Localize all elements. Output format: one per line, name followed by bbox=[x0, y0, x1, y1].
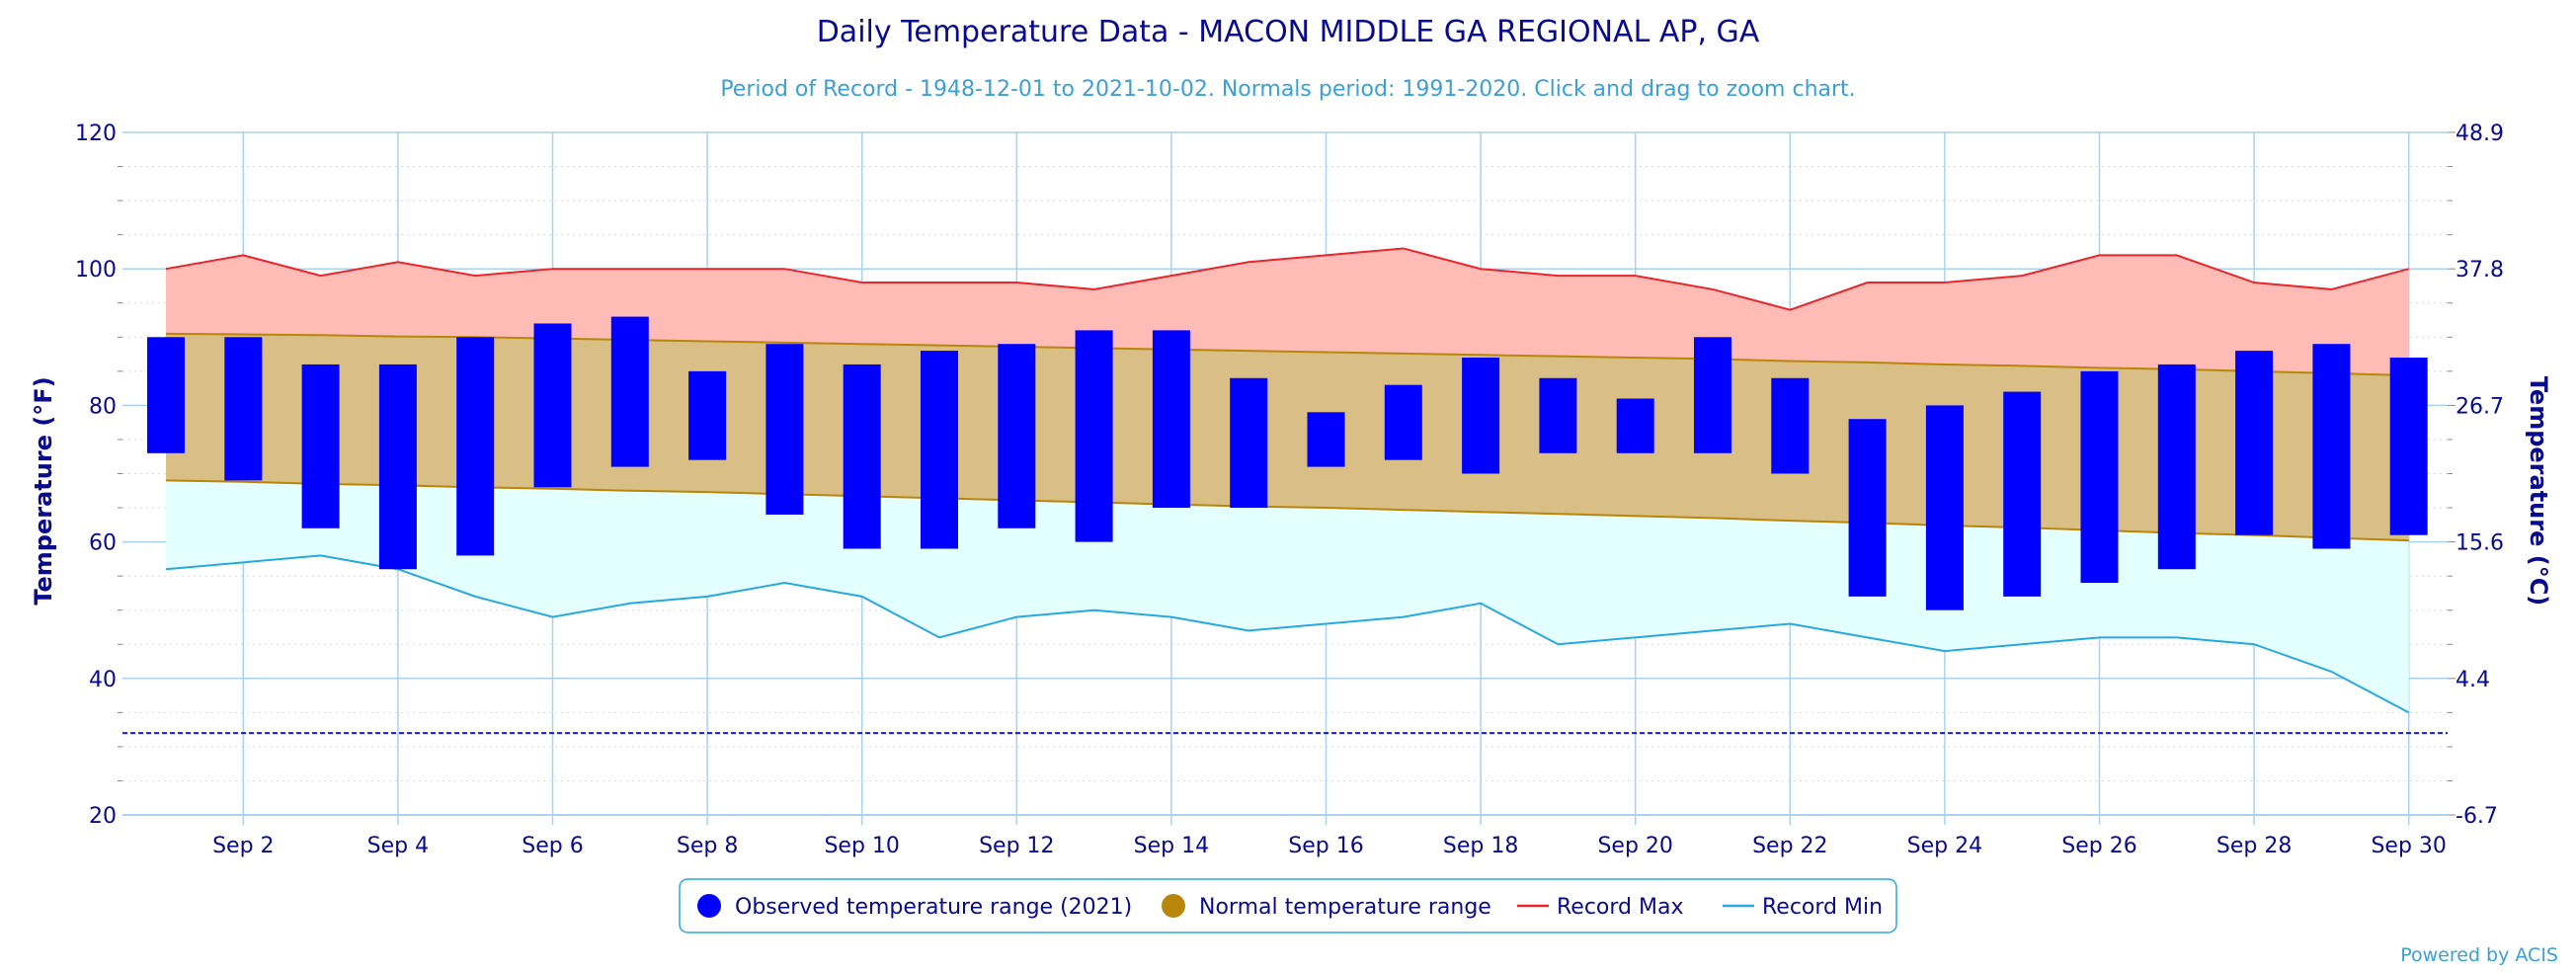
observed-bar-sep-12[interactable] bbox=[998, 344, 1036, 528]
observed-bar-sep-24[interactable] bbox=[1925, 405, 1964, 610]
y-tick-label-right: 15.6 bbox=[2455, 531, 2504, 556]
x-tick-label: Sep 8 bbox=[677, 834, 738, 858]
observed-bar-sep-27[interactable] bbox=[2157, 364, 2196, 570]
x-tick-label: Sep 30 bbox=[2371, 834, 2446, 858]
legend-item[interactable]: Observed temperature range (2021) bbox=[697, 894, 1132, 920]
x-tick-label: Sep 18 bbox=[1443, 834, 1518, 858]
y-tick-label-right: 26.7 bbox=[2455, 394, 2504, 419]
observed-bar-sep-20[interactable] bbox=[1616, 398, 1654, 453]
observed-bar-sep-9[interactable] bbox=[765, 344, 804, 515]
y-tick-label: 100 bbox=[75, 258, 117, 283]
record-min-band bbox=[166, 480, 2409, 713]
observed-bar-sep-26[interactable] bbox=[2080, 370, 2119, 584]
x-tick-label: Sep 24 bbox=[1907, 834, 1982, 858]
x-tick-label: Sep 16 bbox=[1288, 834, 1363, 858]
observed-bar-sep-1[interactable] bbox=[147, 337, 185, 453]
observed-bar-sep-28[interactable] bbox=[2235, 351, 2274, 535]
y-axis-right-label: Temperature (°C) bbox=[2525, 376, 2552, 607]
normal-range-band bbox=[166, 333, 2409, 541]
x-tick-label: Sep 4 bbox=[367, 834, 429, 858]
record-max-band bbox=[166, 248, 2409, 375]
y-tick-label-right: 4.4 bbox=[2455, 668, 2490, 692]
observed-bar-sep-10[interactable] bbox=[843, 364, 881, 549]
y-tick-label-right: 37.8 bbox=[2455, 258, 2504, 283]
x-tick-label: Sep 22 bbox=[1752, 834, 1827, 858]
x-tick-label: Sep 6 bbox=[522, 834, 583, 858]
observed-bar-sep-13[interactable] bbox=[1075, 330, 1113, 542]
chart-subtitle: Period of Record - 1948-12-01 to 2021-10… bbox=[720, 77, 1855, 102]
legend-item[interactable]: Record Max bbox=[1517, 895, 1684, 920]
y-tick-label-right: -6.7 bbox=[2455, 804, 2498, 829]
y-tick-label: 40 bbox=[89, 668, 117, 692]
legend-marker bbox=[697, 894, 721, 918]
observed-bar-sep-3[interactable] bbox=[301, 364, 340, 528]
y-tick-label: 80 bbox=[89, 394, 117, 419]
observed-bar-sep-6[interactable] bbox=[533, 323, 572, 488]
y-tick-label: 60 bbox=[89, 531, 117, 556]
observed-bar-sep-30[interactable] bbox=[2389, 358, 2428, 535]
observed-bar-sep-25[interactable] bbox=[2003, 391, 2042, 597]
legend-item[interactable]: Record Min bbox=[1723, 895, 1883, 920]
area-layer bbox=[166, 248, 2409, 713]
x-tick-label: Sep 12 bbox=[979, 834, 1054, 858]
x-tick-label: Sep 14 bbox=[1134, 834, 1209, 858]
observed-bar-sep-22[interactable] bbox=[1771, 377, 1810, 474]
legend-label: Record Min bbox=[1762, 895, 1883, 920]
bar-layer bbox=[147, 316, 2428, 610]
observed-bar-sep-23[interactable] bbox=[1848, 419, 1887, 597]
observed-bar-sep-19[interactable] bbox=[1539, 377, 1577, 453]
observed-bar-sep-21[interactable] bbox=[1694, 337, 1731, 453]
legend-marker bbox=[1162, 894, 1185, 918]
chart-title: Daily Temperature Data - MACON MIDDLE GA… bbox=[817, 15, 1760, 49]
legend-box bbox=[679, 878, 1897, 933]
observed-bar-sep-11[interactable] bbox=[921, 351, 958, 549]
y-tick-label: 120 bbox=[75, 122, 117, 146]
y-tick-label-right: 48.9 bbox=[2455, 122, 2504, 146]
observed-bar-sep-14[interactable] bbox=[1152, 330, 1190, 509]
observed-bar-sep-8[interactable] bbox=[688, 370, 727, 460]
x-tick-label: Sep 26 bbox=[2061, 834, 2136, 858]
x-tick-label: Sep 2 bbox=[212, 834, 274, 858]
observed-bar-sep-7[interactable] bbox=[610, 316, 649, 467]
observed-bar-sep-17[interactable] bbox=[1384, 384, 1422, 460]
legend-item[interactable]: Normal temperature range bbox=[1162, 894, 1491, 920]
legend-label: Observed temperature range (2021) bbox=[735, 895, 1132, 920]
x-tick-label: Sep 28 bbox=[2216, 834, 2292, 858]
observed-bar-sep-29[interactable] bbox=[2312, 344, 2351, 549]
observed-bar-sep-18[interactable] bbox=[1462, 358, 1500, 474]
observed-bar-sep-4[interactable] bbox=[378, 364, 417, 570]
x-tick-label: Sep 20 bbox=[1597, 834, 1672, 858]
legend-label: Normal temperature range bbox=[1199, 895, 1491, 920]
credits-link[interactable]: Powered by ACIS bbox=[2400, 944, 2558, 966]
x-tick-label: Sep 10 bbox=[824, 834, 899, 858]
observed-bar-sep-16[interactable] bbox=[1307, 412, 1345, 467]
observed-bar-sep-2[interactable] bbox=[224, 337, 263, 481]
y-axis-left-label: Temperature (°F) bbox=[30, 376, 57, 605]
record-min-line bbox=[165, 554, 2410, 714]
legend-label: Record Max bbox=[1557, 895, 1684, 920]
axis-layer: 20 40 60 80 100 120 -6.7 4.4 15.6 26.7 37.8 48.9 Sep… bbox=[75, 122, 2504, 858]
observed-bar-sep-5[interactable] bbox=[456, 337, 495, 556]
legend[interactable]: Observed temperature range (2021) Normal … bbox=[679, 878, 1897, 933]
y-tick-label: 20 bbox=[89, 804, 117, 829]
observed-bar-sep-15[interactable] bbox=[1230, 377, 1268, 509]
record-max-line bbox=[165, 247, 2409, 311]
